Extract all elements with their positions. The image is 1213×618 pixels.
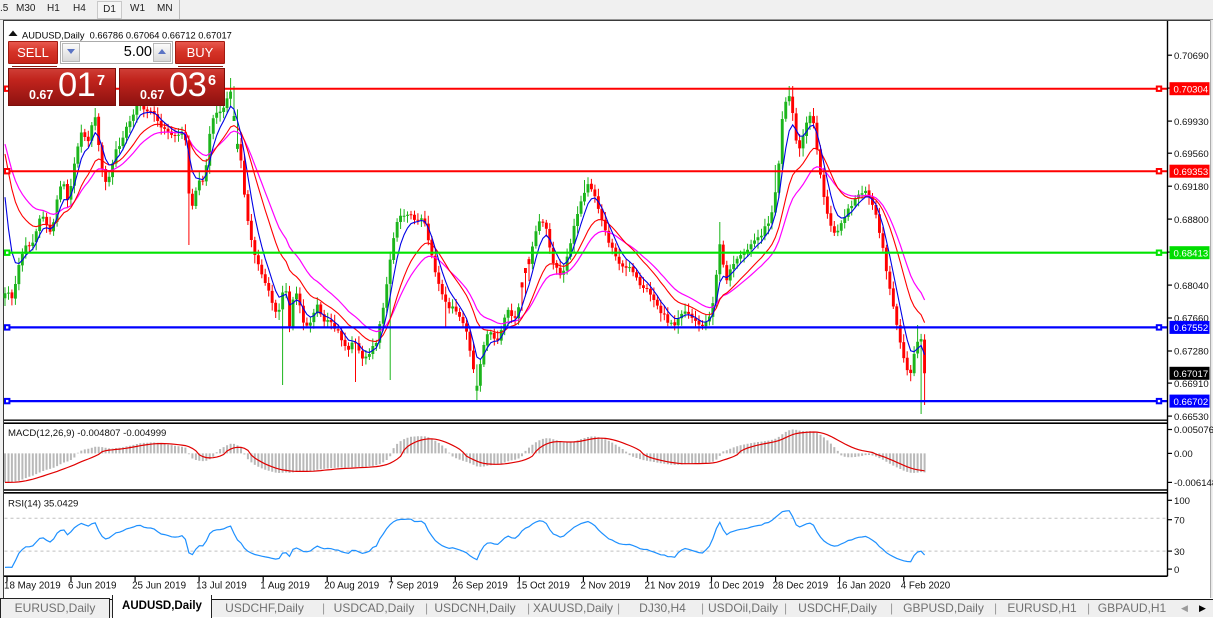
svg-text:15 Oct 2019: 15 Oct 2019	[516, 581, 569, 592]
svg-text:1 Aug 2019: 1 Aug 2019	[260, 581, 310, 592]
svg-text:0: 0	[1174, 565, 1179, 576]
svg-text:13 Jul 2019: 13 Jul 2019	[196, 581, 247, 592]
svg-text:0.66530: 0.66530	[1174, 412, 1209, 423]
svg-text:6 Jun 2019: 6 Jun 2019	[68, 581, 116, 592]
svg-text:0.68413: 0.68413	[1174, 248, 1209, 259]
svg-text:0.67280: 0.67280	[1174, 347, 1209, 358]
svg-text:18 May 2019: 18 May 2019	[4, 581, 61, 592]
svg-text:0.66702: 0.66702	[1174, 397, 1209, 408]
svg-text:0.69930: 0.69930	[1174, 117, 1209, 128]
svg-text:0.68800: 0.68800	[1174, 215, 1209, 226]
svg-text:20 Aug 2019: 20 Aug 2019	[324, 581, 379, 592]
svg-text:2 Nov 2019: 2 Nov 2019	[580, 581, 630, 592]
svg-text:0.68040: 0.68040	[1174, 281, 1209, 292]
svg-text:26 Sep 2019: 26 Sep 2019	[452, 581, 508, 592]
svg-text:4 Feb 2020: 4 Feb 2020	[901, 581, 951, 592]
svg-text:21 Nov 2019: 21 Nov 2019	[645, 581, 701, 592]
svg-text:0.69180: 0.69180	[1174, 182, 1209, 193]
svg-text:0.67017: 0.67017	[1174, 369, 1209, 380]
svg-text:0.69560: 0.69560	[1174, 149, 1209, 160]
svg-text:25 Jun 2019: 25 Jun 2019	[132, 581, 186, 592]
svg-text:0.70690: 0.70690	[1174, 51, 1209, 62]
svg-text:0.67552: 0.67552	[1174, 323, 1209, 334]
svg-text:0.69353: 0.69353	[1174, 167, 1209, 178]
svg-text:MACD(12,26,9) -0.004807 -0.004: MACD(12,26,9) -0.004807 -0.004999	[8, 428, 166, 439]
svg-text:0.67660: 0.67660	[1174, 314, 1209, 325]
svg-text:0.00: 0.00	[1174, 449, 1193, 460]
svg-text:0.005076: 0.005076	[1174, 425, 1213, 436]
svg-text:30: 30	[1174, 547, 1185, 558]
svg-text:100: 100	[1174, 496, 1190, 507]
svg-text:0.70304: 0.70304	[1174, 84, 1209, 95]
svg-text:16 Jan 2020: 16 Jan 2020	[837, 581, 891, 592]
svg-text:0.66910: 0.66910	[1174, 379, 1209, 390]
svg-text:70: 70	[1174, 515, 1185, 526]
svg-text:-0.006148: -0.006148	[1174, 478, 1213, 489]
svg-text:7 Sep 2019: 7 Sep 2019	[388, 581, 438, 592]
svg-text:AUDUSD,Daily 0.66786 0.67064: AUDUSD,Daily 0.66786 0.67064 0.66712 0.6…	[22, 31, 232, 41]
svg-text:28 Dec 2019: 28 Dec 2019	[773, 581, 829, 592]
svg-text:RSI(14) 35.0429: RSI(14) 35.0429	[8, 499, 78, 510]
svg-text:10 Dec 2019: 10 Dec 2019	[709, 581, 765, 592]
